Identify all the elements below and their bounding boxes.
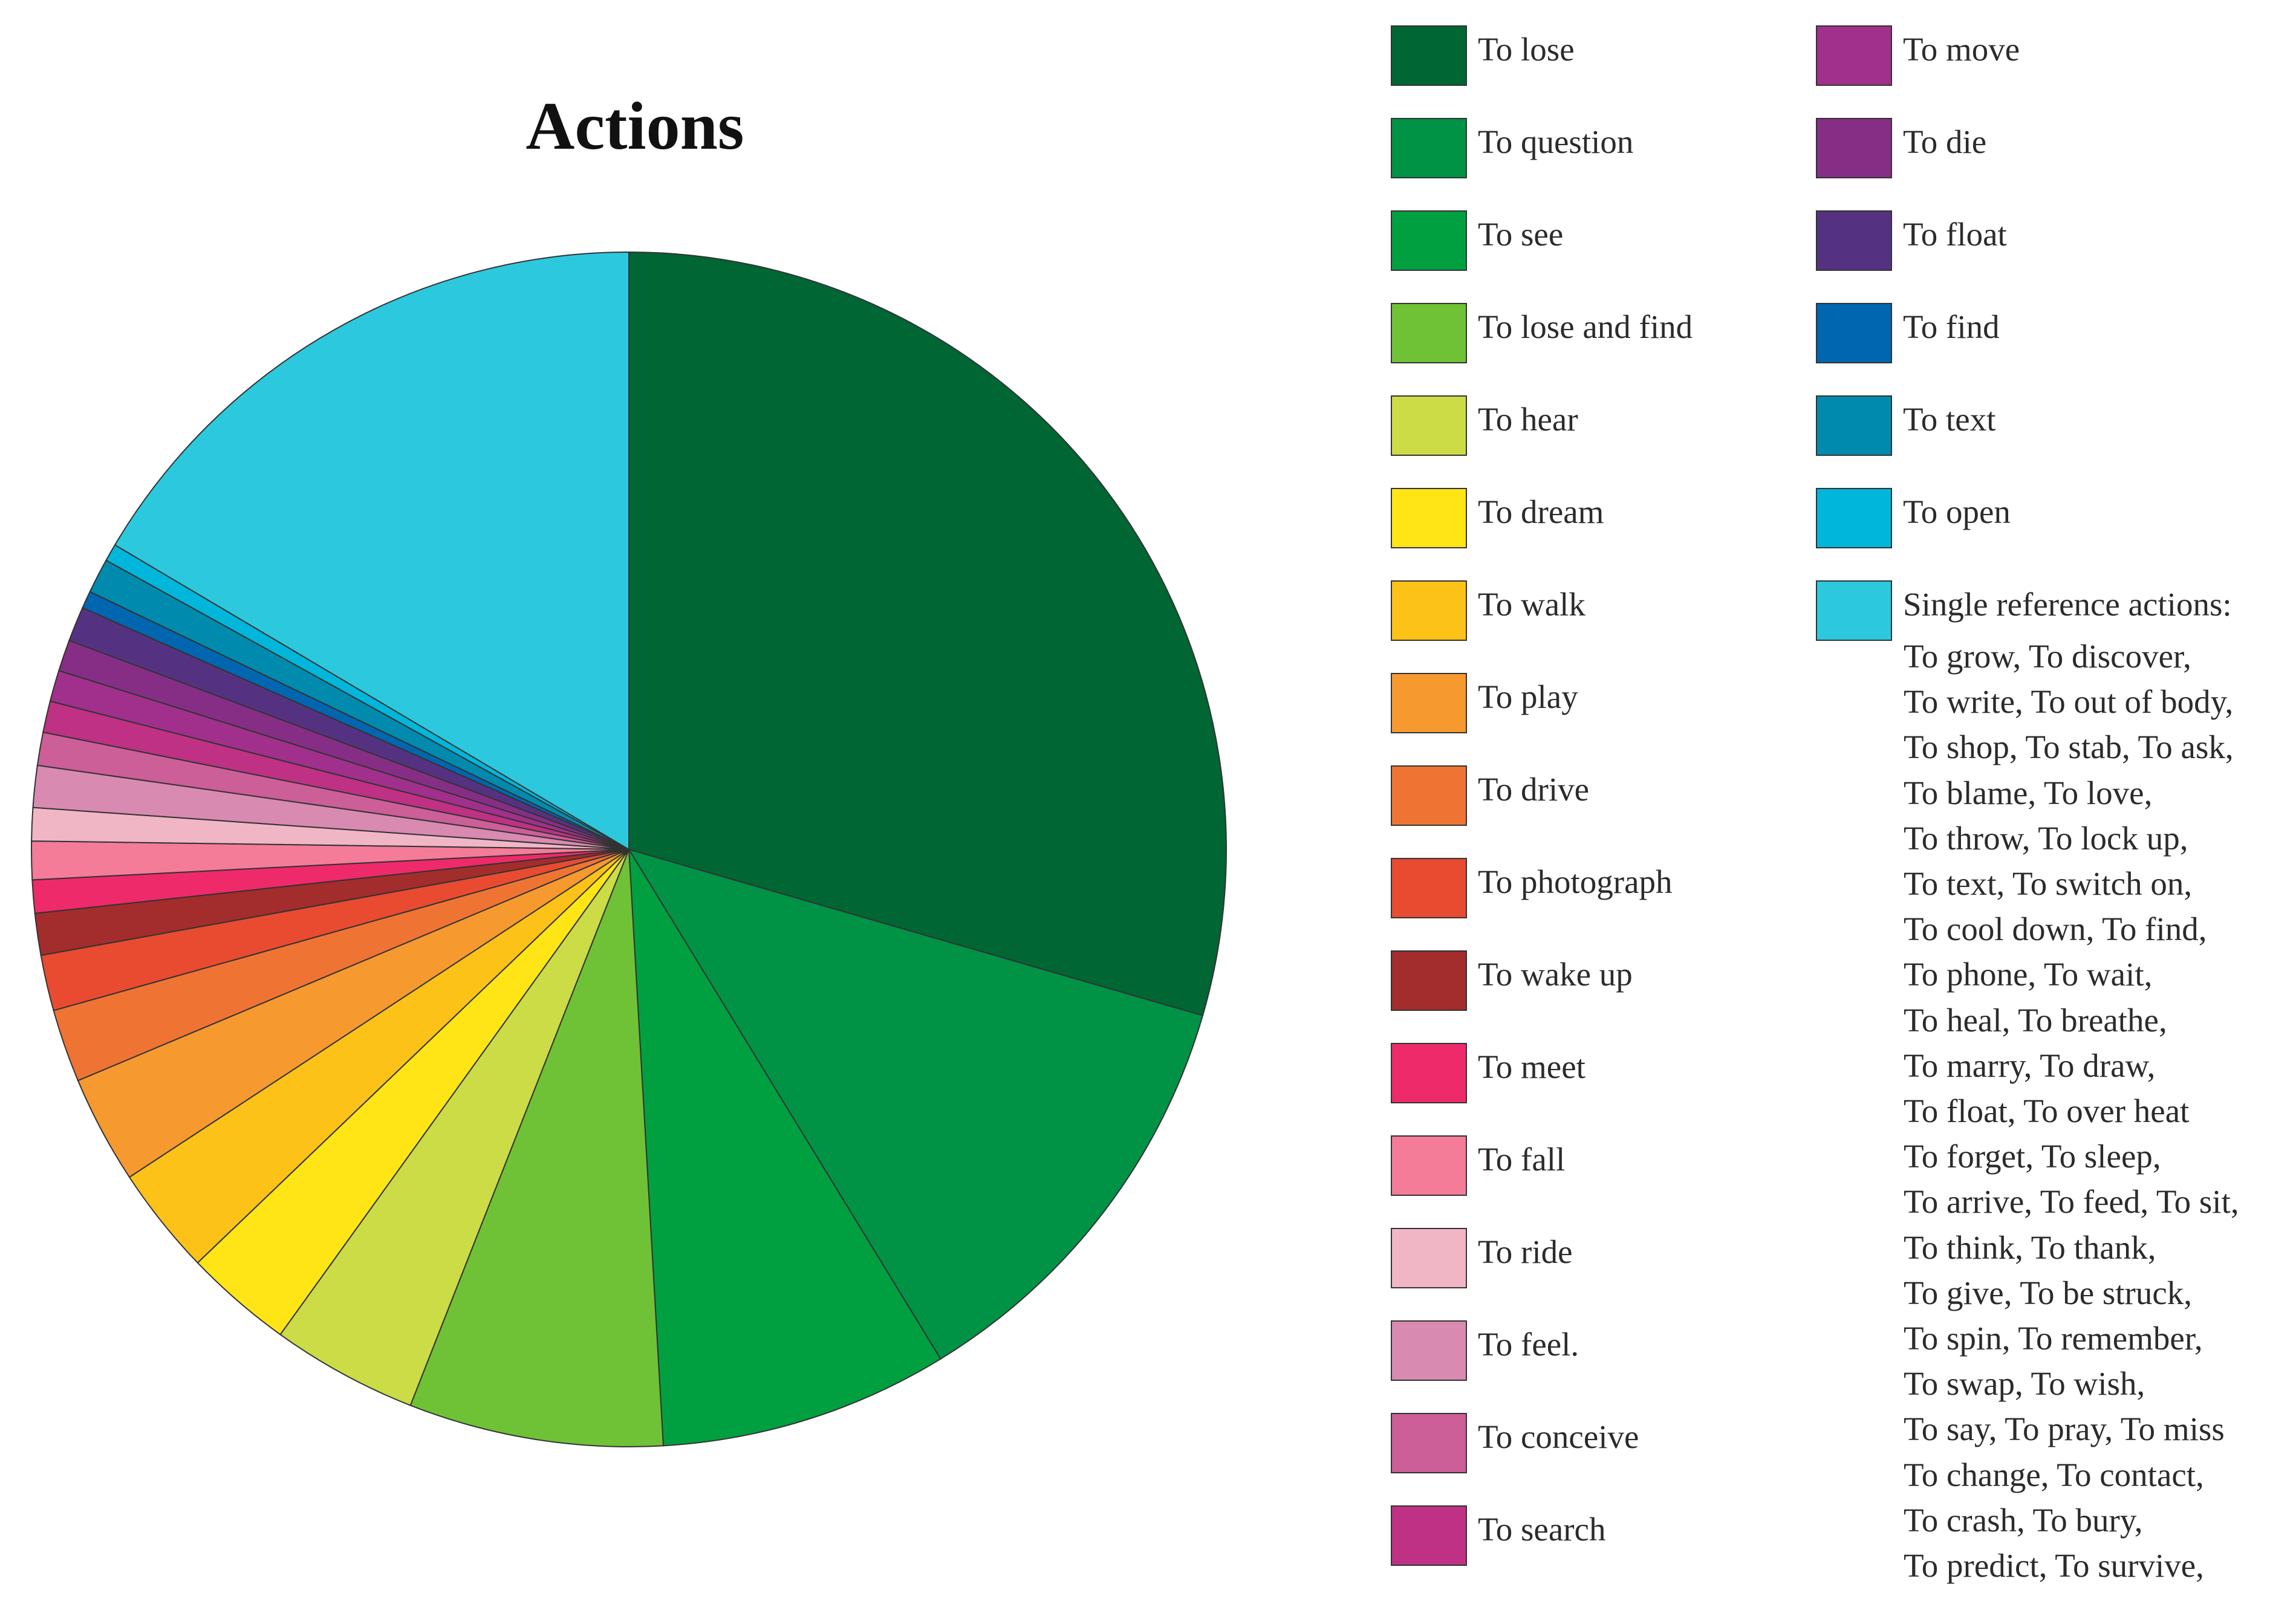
single-reference-line: To blame, To love,	[1904, 774, 2153, 811]
legend-label: To hear	[1478, 401, 1578, 438]
legend-label: Single reference actions:	[1903, 586, 2232, 623]
legend-label: To wake up	[1478, 956, 1633, 993]
legend-swatch	[1391, 673, 1467, 733]
pie-slice-to-hear	[279, 849, 629, 1406]
legend-swatch	[1816, 25, 1892, 86]
single-reference-line: To change, To contact,	[1904, 1456, 2204, 1493]
legend-label: To search	[1478, 1511, 1606, 1548]
legend-label: To play	[1478, 678, 1578, 715]
single-reference-line: To phone, To wait,	[1904, 956, 2153, 993]
legend-label: To walk	[1478, 586, 1585, 623]
legend-label: To text	[1903, 401, 1996, 438]
pie-slice-to-lose	[628, 251, 1227, 1017]
pie-slice-single-reference-actions	[114, 251, 629, 851]
legend-swatch	[1391, 1505, 1467, 1566]
legend-swatch	[1391, 1413, 1467, 1473]
legend-label: To find	[1903, 308, 2000, 345]
single-reference-line: To marry, To draw,	[1904, 1047, 2156, 1084]
chart-title: Actions	[525, 89, 744, 164]
legend-swatch	[1391, 1043, 1467, 1103]
legend-swatch	[1391, 210, 1467, 271]
legend-swatch	[1391, 765, 1467, 826]
single-reference-line: To grow, To discover,	[1904, 638, 2191, 675]
legend-swatch	[1391, 1228, 1467, 1288]
legend-label: To open	[1903, 493, 2011, 530]
legend-swatch	[1816, 118, 1892, 178]
single-reference-line: To throw, To lock up,	[1904, 819, 2188, 857]
legend-label: To feel.	[1478, 1326, 1579, 1363]
pie-slice-to-lose-and-find	[409, 849, 665, 1447]
legend-label: To lose and find	[1478, 308, 1693, 345]
legend-label: To lose	[1478, 31, 1575, 68]
legend-swatch	[1391, 395, 1467, 456]
legend-swatch	[1816, 303, 1892, 363]
single-reference-line: To predict, To survive,	[1904, 1547, 2204, 1585]
legend-label: To ride	[1478, 1233, 1573, 1270]
legend-label: To conceive	[1478, 1418, 1639, 1455]
legend-swatch	[1816, 395, 1892, 456]
legend-swatch	[1391, 303, 1467, 363]
single-reference-line: To give, To be struck,	[1904, 1274, 2193, 1311]
legend-swatch	[1391, 858, 1467, 918]
legend-label: To dream	[1478, 493, 1604, 530]
legend-swatch	[1391, 25, 1467, 86]
legend-swatch	[1391, 950, 1467, 1011]
legend-swatch	[1391, 1320, 1467, 1381]
single-reference-line: To think, To thank,	[1904, 1228, 2156, 1266]
legend-label: To see	[1478, 216, 1564, 253]
legend-label: To fall	[1478, 1141, 1566, 1178]
single-reference-line: To float, To over heat	[1904, 1092, 2190, 1130]
legend-swatch	[1816, 580, 1892, 641]
single-reference-line: To arrive, To feed, To sit,	[1904, 1183, 2239, 1221]
legend-label: To float	[1903, 216, 2007, 253]
legend-swatch	[1391, 580, 1467, 641]
single-reference-line: To cool down, To find,	[1904, 910, 2207, 948]
single-reference-line: To say, To pray, To miss	[1904, 1410, 2225, 1448]
legend-swatch	[1391, 118, 1467, 178]
legend-swatch	[1816, 488, 1892, 548]
pie-slice-to-question	[627, 848, 1204, 1360]
pie-chart	[31, 251, 1227, 1447]
single-reference-line: To text, To switch on,	[1904, 865, 2193, 903]
legend-label: To die	[1903, 123, 1987, 160]
single-reference-line: To crash, To bury,	[1904, 1501, 2143, 1539]
single-reference-line: To forget, To sleep,	[1904, 1138, 2161, 1175]
single-reference-line: To spin, To remember,	[1904, 1320, 2203, 1357]
legend-swatch	[1816, 210, 1892, 271]
legend-swatch	[1391, 1135, 1467, 1196]
legend-swatch	[1391, 488, 1467, 548]
single-reference-line: To swap, To wish,	[1904, 1365, 2145, 1403]
single-reference-actions-list: To grow, To discover, To write, To out of…	[1904, 634, 2239, 1588]
single-reference-line: To shop, To stab, To ask,	[1904, 729, 2234, 766]
single-reference-line: To write, To out of body,	[1904, 683, 2234, 721]
legend-label: To photograph	[1478, 863, 1673, 900]
single-reference-line: To heal, To breathe,	[1904, 1001, 2167, 1039]
legend-label: To drive	[1478, 771, 1590, 808]
legend-label: To question	[1478, 123, 1634, 160]
legend-label: To meet	[1478, 1048, 1585, 1085]
legend-label: To move	[1903, 31, 2020, 68]
pie-slice-to-see	[628, 849, 941, 1447]
